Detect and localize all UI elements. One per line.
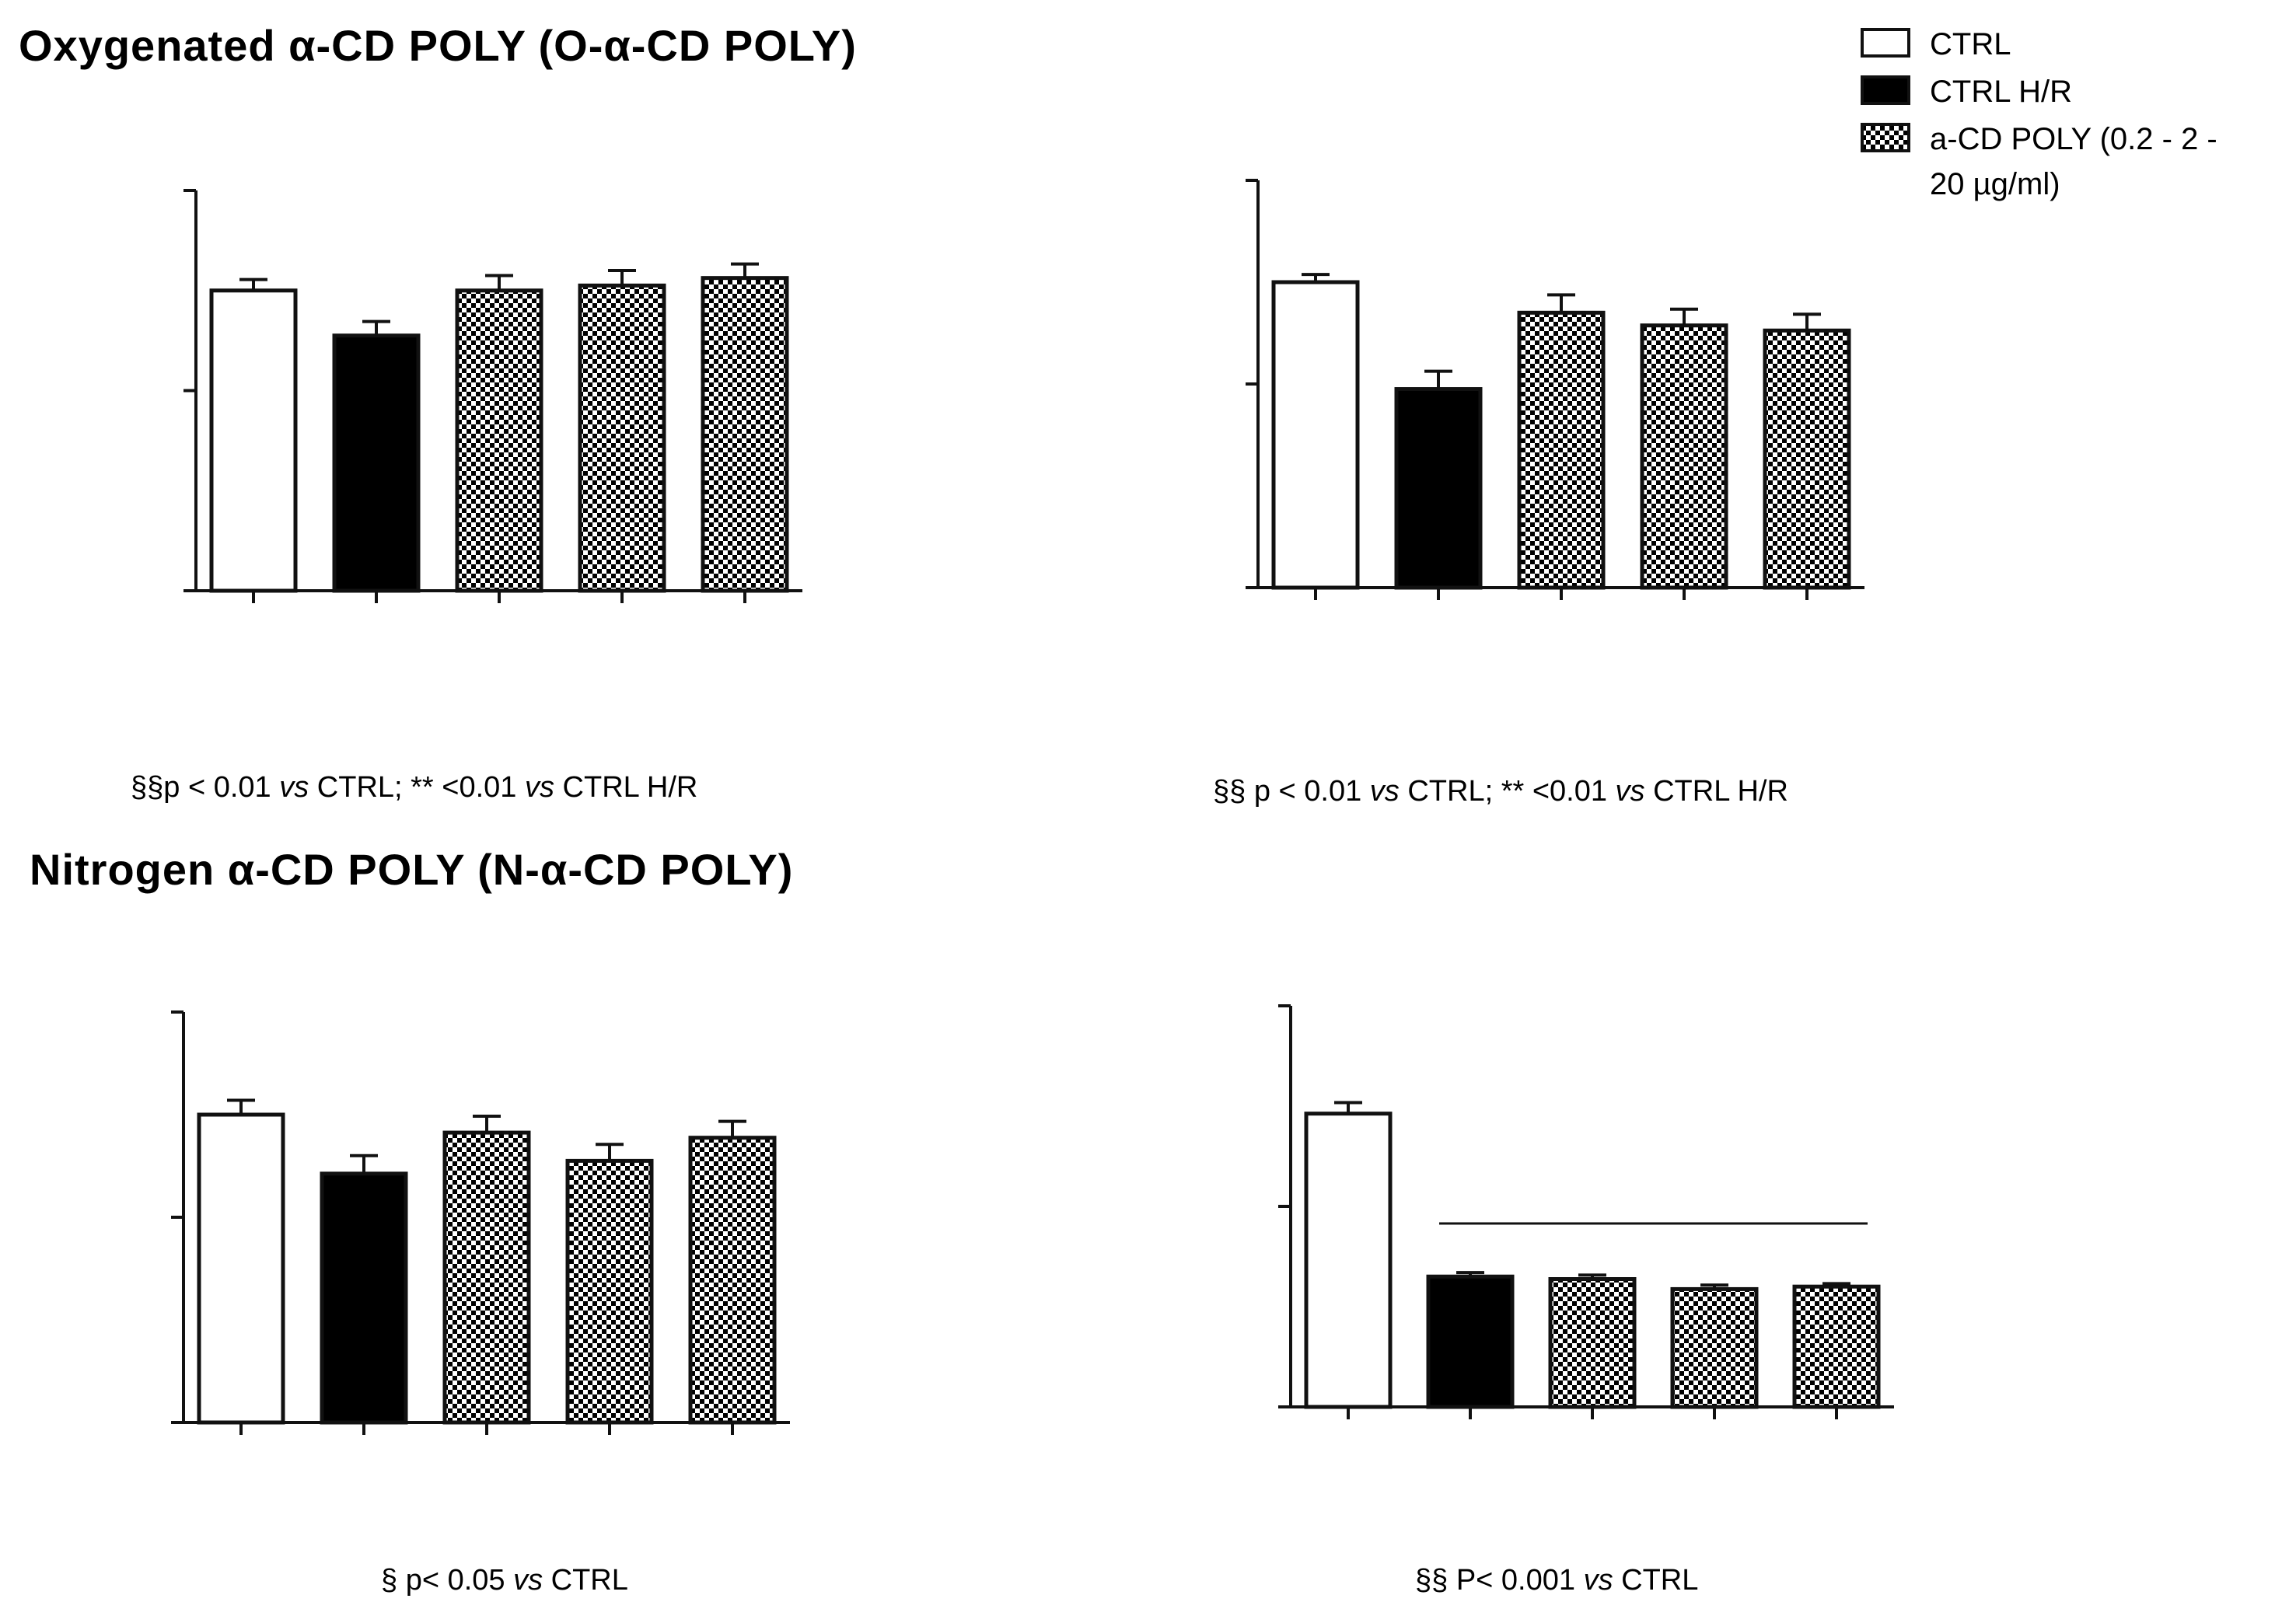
footnote-segment: vs [279,771,309,804]
legend-label: CTRL H/R [1930,75,2072,109]
panel-c-pre-treatment: § p< 0.05 vs CTRL [171,1010,790,1597]
footnote-segment: CTRL [543,1564,628,1597]
panel-a-pre-treatment: §§p < 0.01 vs CTRL; ** <0.01 vs CTRL H/R [131,189,802,804]
bar-CTRL [197,1112,285,1425]
bar-0.2 [1517,310,1606,590]
legend-label-line2: 20 µg/ml) [1930,167,2060,201]
bar-2 [1640,323,1728,590]
bar-CTRL H/R [332,333,421,593]
footnote-segment: vs [513,1564,543,1597]
footnote-segment: vs [1584,1564,1613,1597]
panel-b-post-treatment: §§ p < 0.01 vs CTRL; ** <0.01 vs CTRL H/… [1213,179,1864,808]
footnote-segment: CTRL; ** <0.01 [309,771,525,804]
bar-2 [1670,1286,1759,1409]
bar-2 [578,283,666,593]
legend-swatch-solid [1861,75,1910,105]
legend-label: CTRL [1930,27,2011,61]
bar-0.2 [455,288,543,593]
bar-20 [701,276,789,593]
footnote-segment: CTRL; ** <0.01 [1400,775,1616,808]
bar-CTRL H/R [1394,387,1483,590]
footnote-segment: vs [1370,775,1400,808]
bar-0.2 [442,1130,531,1425]
bar-CTRL [1271,280,1360,590]
bar-CTRL H/R [1426,1274,1515,1409]
footnote: §§p < 0.01 vs CTRL; ** <0.01 vs CTRL H/R [131,771,697,804]
footnote: §§ p < 0.01 vs CTRL; ** <0.01 vs CTRL H/… [1213,775,1788,808]
footnote-segment: § p< 0.05 [381,1564,513,1597]
bar-20 [1763,328,1851,590]
panel-d-post-treatment: §§ P< 0.001 vs CTRL [1278,1004,1894,1597]
footnote: § p< 0.05 vs CTRL [381,1564,628,1597]
legend-swatch-open [1861,28,1910,58]
bar-CTRL [209,288,298,593]
bar-CTRL H/R [320,1171,408,1425]
footnote-segment: CTRL H/R [554,771,697,804]
legend-swatch-checker [1861,123,1910,152]
footnote-segment: vs [525,771,554,804]
bar-2 [565,1158,654,1425]
bar-CTRL [1304,1112,1393,1409]
footnote-segment: §§p < 0.01 [131,771,279,804]
section-title-oxygenated: Oxygenated α-CD POLY (O-α-CD POLY) [19,21,857,70]
section-title-nitrogen: Nitrogen α-CD POLY (N-α-CD POLY) [30,845,793,894]
legend: CTRL CTRL H/R a-CD POLY (0.2 - 2 - 20 µg/ml… [1861,27,2217,201]
bar-0.2 [1548,1277,1637,1409]
footnote-segment: vs [1616,775,1645,808]
footnote-segment: §§ P< 0.001 [1415,1564,1584,1597]
bar-20 [1792,1284,1881,1409]
footnote-segment: CTRL [1613,1564,1699,1597]
legend-label: a-CD POLY (0.2 - 2 - [1930,122,2217,156]
footnote-segment: CTRL H/R [1645,775,1788,808]
footnote-segment: §§ p < 0.01 [1213,775,1370,808]
bar-20 [688,1136,777,1425]
footnote: §§ P< 0.001 vs CTRL [1415,1564,1698,1597]
